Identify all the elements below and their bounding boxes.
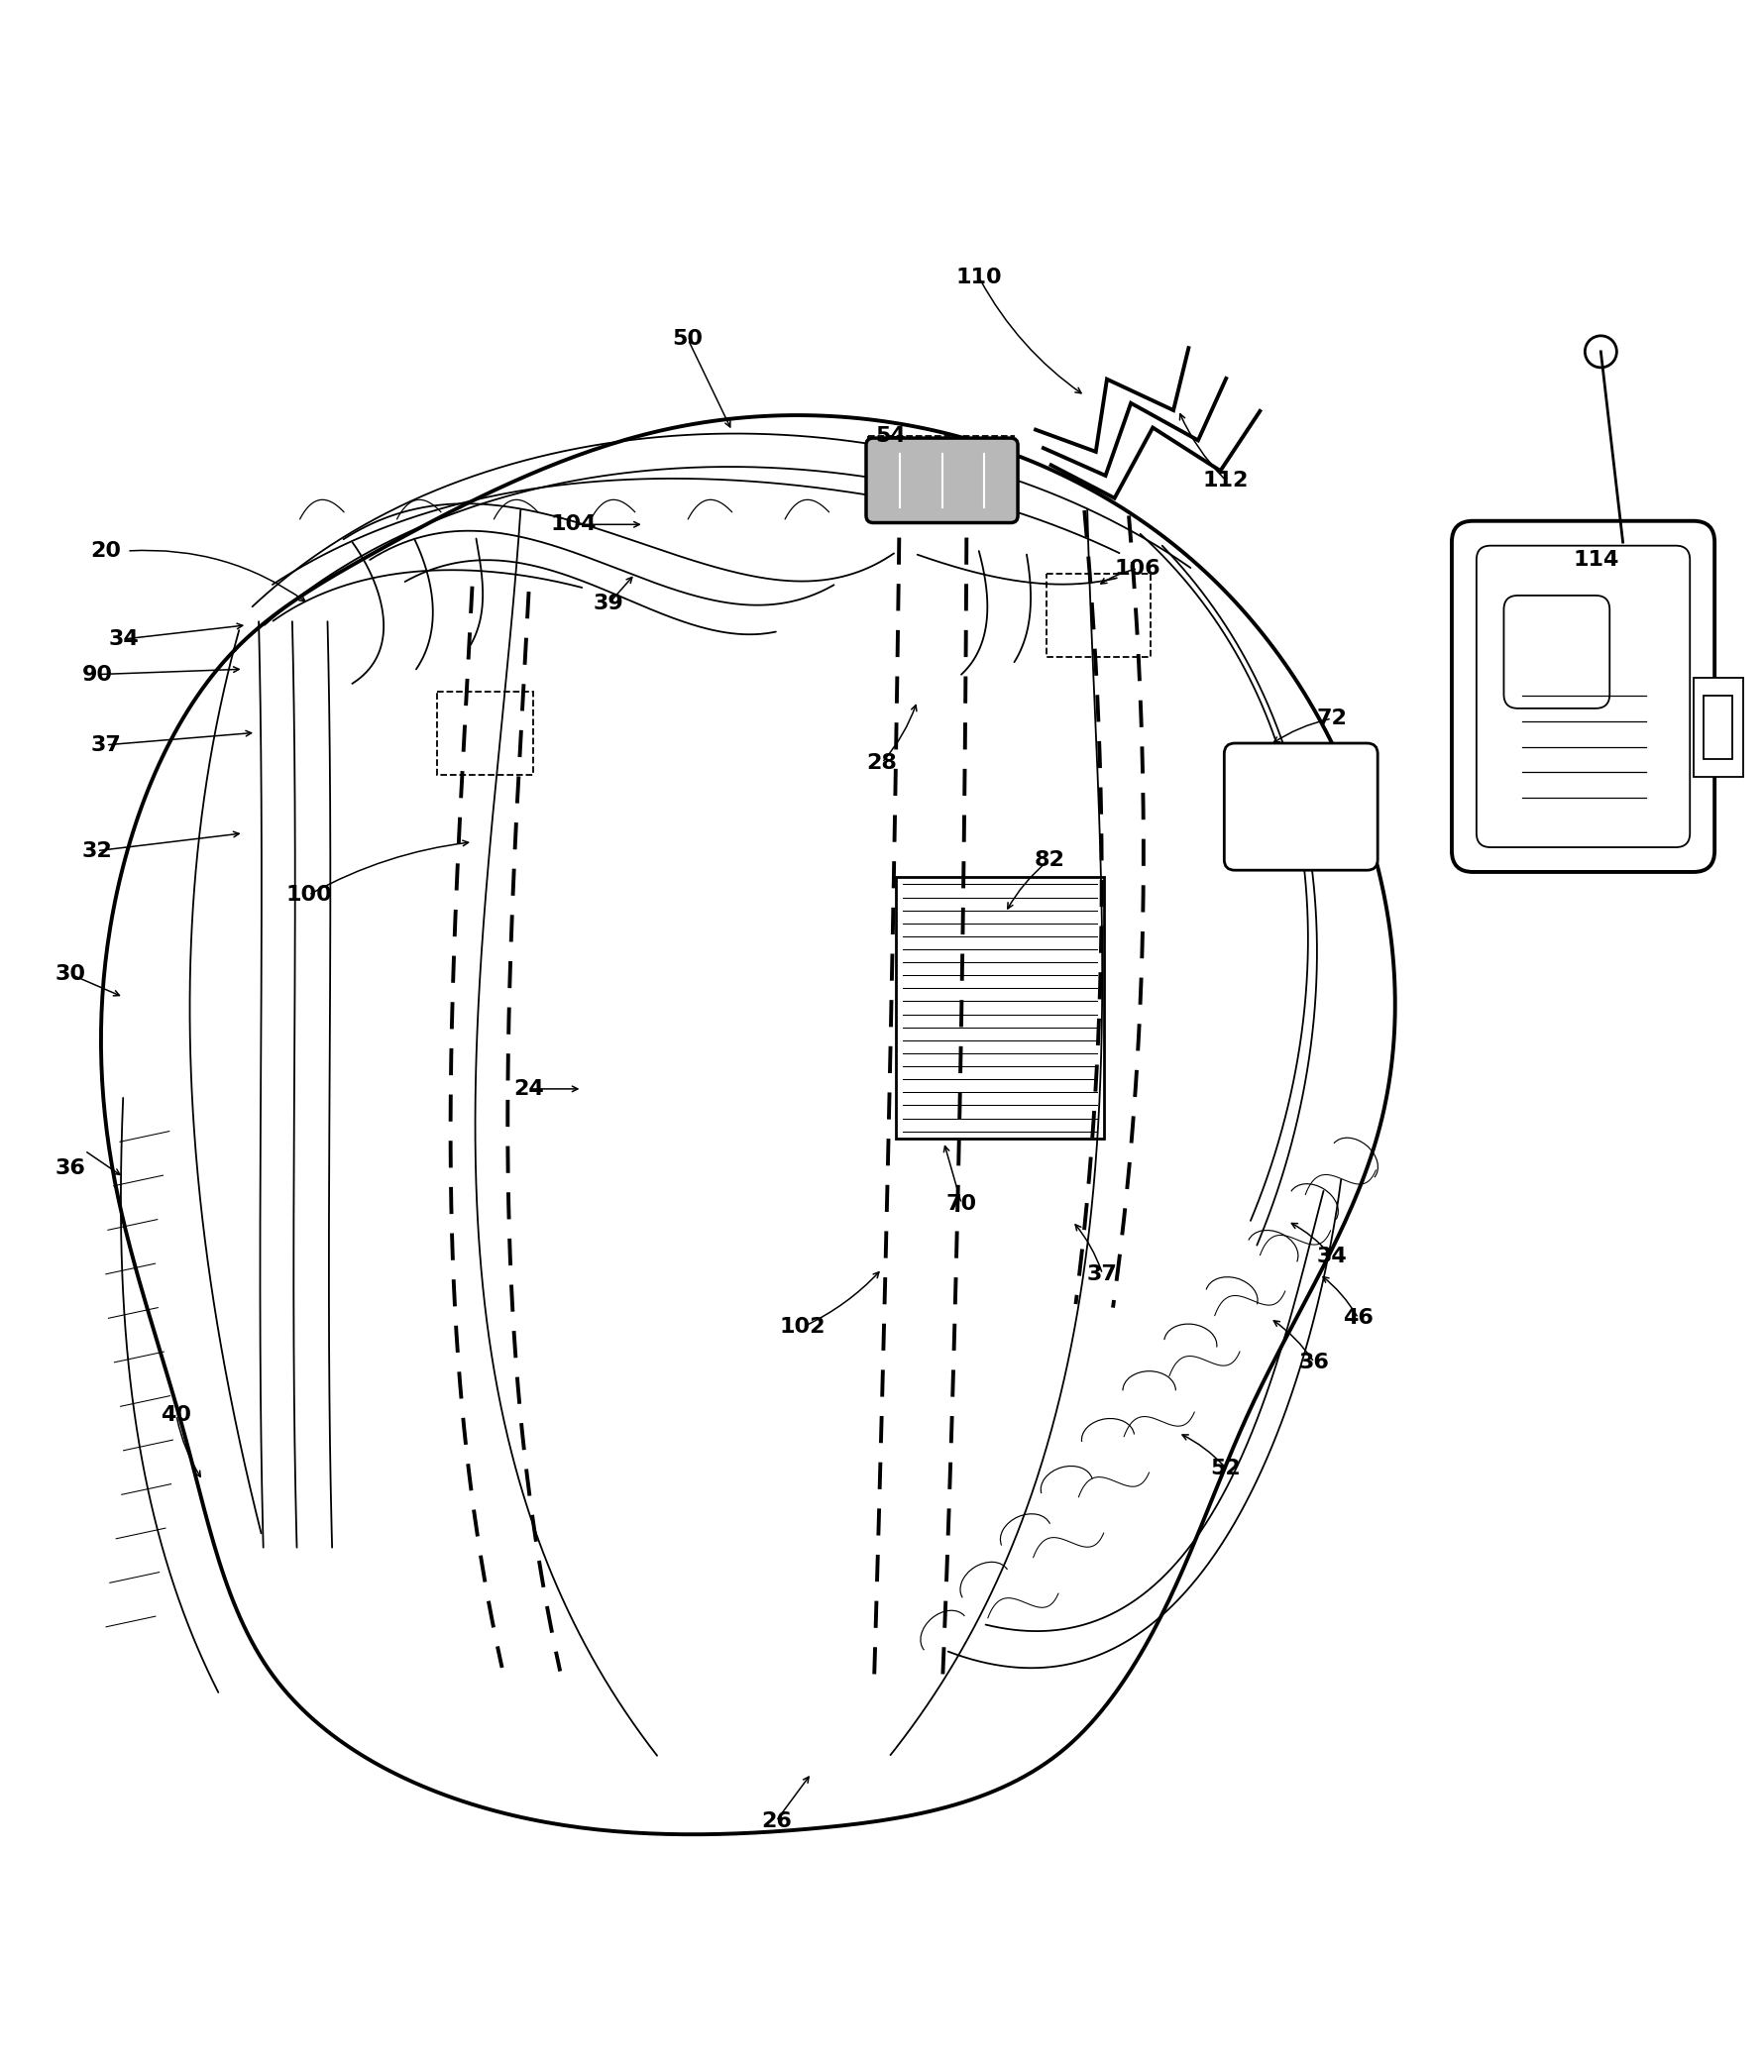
Text: 37: 37 [1087,1264,1118,1285]
Text: 36: 36 [55,1158,86,1179]
Text: 46: 46 [1342,1307,1374,1328]
Text: 30: 30 [55,963,86,984]
Text: 40: 40 [161,1405,192,1426]
Text: 36: 36 [1298,1353,1330,1372]
Text: 100: 100 [286,885,332,905]
FancyBboxPatch shape [1224,744,1378,870]
Polygon shape [101,414,1395,1834]
Text: 70: 70 [946,1193,977,1214]
Text: 104: 104 [550,514,596,535]
Text: 28: 28 [866,752,898,773]
Text: 90: 90 [81,665,113,684]
Text: 110: 110 [956,267,1002,288]
Text: 82: 82 [1034,850,1065,870]
Text: 52: 52 [1210,1459,1242,1477]
Polygon shape [1693,678,1743,777]
FancyBboxPatch shape [1503,595,1609,709]
Text: 34: 34 [1316,1247,1348,1266]
Text: 39: 39 [593,595,624,613]
Text: 102: 102 [780,1318,826,1336]
Text: 20: 20 [90,541,122,562]
FancyBboxPatch shape [1452,520,1715,872]
Text: 112: 112 [1203,470,1249,491]
Text: 54: 54 [875,427,907,445]
Text: 24: 24 [513,1080,545,1098]
Text: 106: 106 [1115,559,1161,578]
Text: 114: 114 [1573,549,1619,570]
Text: 50: 50 [672,329,704,350]
FancyBboxPatch shape [1476,545,1690,847]
FancyBboxPatch shape [866,437,1018,522]
Text: 34: 34 [108,630,139,649]
Text: 72: 72 [1316,709,1348,729]
Text: 32: 32 [81,841,113,860]
Text: 37: 37 [90,736,122,754]
Polygon shape [0,153,1764,1919]
Polygon shape [1704,696,1732,758]
Text: 26: 26 [760,1811,792,1832]
